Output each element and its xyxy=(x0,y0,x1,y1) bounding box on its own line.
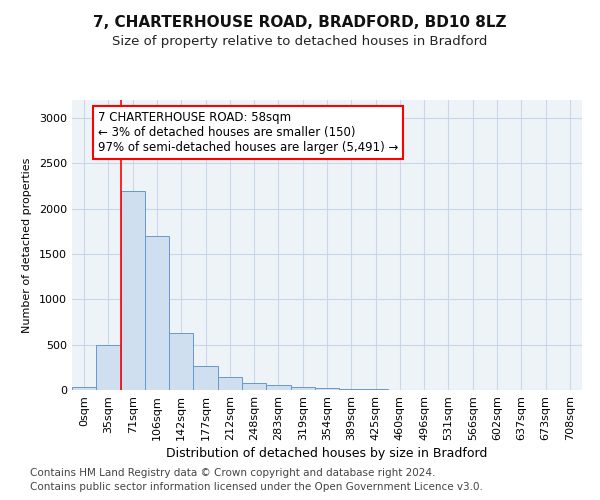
Text: 7 CHARTERHOUSE ROAD: 58sqm
← 3% of detached houses are smaller (150)
97% of semi: 7 CHARTERHOUSE ROAD: 58sqm ← 3% of detac… xyxy=(97,111,398,154)
Bar xyxy=(145,236,169,390)
Bar xyxy=(218,378,242,390)
Text: Contains public sector information licensed under the Open Government Licence v3: Contains public sector information licen… xyxy=(30,482,483,492)
Bar xyxy=(169,333,193,390)
Bar xyxy=(315,388,339,390)
Text: Contains HM Land Registry data © Crown copyright and database right 2024.: Contains HM Land Registry data © Crown c… xyxy=(30,468,436,477)
Bar xyxy=(96,344,121,390)
X-axis label: Distribution of detached houses by size in Bradford: Distribution of detached houses by size … xyxy=(166,447,488,460)
Bar xyxy=(193,366,218,390)
Bar xyxy=(72,388,96,390)
Bar xyxy=(242,383,266,390)
Bar xyxy=(266,386,290,390)
Bar xyxy=(121,190,145,390)
Text: 7, CHARTERHOUSE ROAD, BRADFORD, BD10 8LZ: 7, CHARTERHOUSE ROAD, BRADFORD, BD10 8LZ xyxy=(93,15,507,30)
Text: Size of property relative to detached houses in Bradford: Size of property relative to detached ho… xyxy=(112,35,488,48)
Bar xyxy=(339,389,364,390)
Bar xyxy=(290,388,315,390)
Y-axis label: Number of detached properties: Number of detached properties xyxy=(22,158,32,332)
